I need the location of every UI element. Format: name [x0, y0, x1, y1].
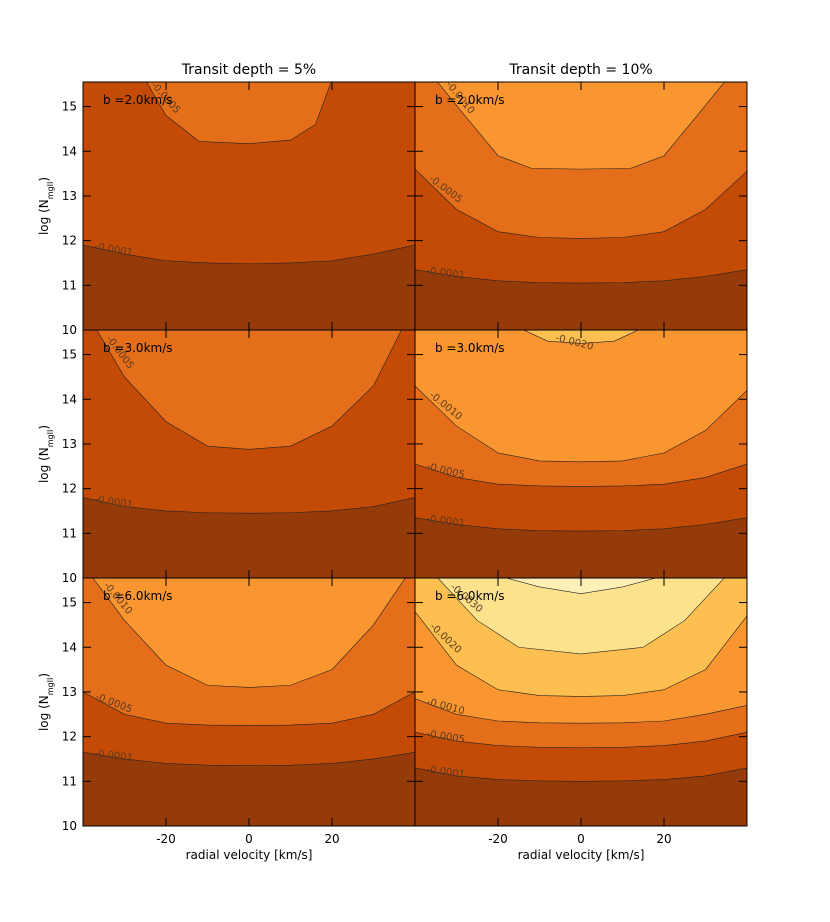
- contour-fill: [96, 330, 402, 450]
- contour-line: [83, 691, 415, 726]
- y-tick-label: 12: [62, 234, 77, 248]
- contour-line: [415, 698, 747, 724]
- y-axis-label-part: mgII: [46, 678, 55, 696]
- panel: [83, 578, 415, 826]
- y-axis-label-part: log (N: [37, 199, 51, 235]
- b-label: b =2.0km/s: [103, 93, 173, 107]
- contour-line: [437, 82, 725, 170]
- y-axis-label-part: log (N: [37, 447, 51, 483]
- contour-line: [505, 578, 657, 594]
- y-tick-label: 14: [62, 144, 77, 158]
- b-label: b =6.0km/s: [103, 589, 173, 603]
- y-tick-label: 13: [62, 437, 77, 451]
- contour-line: [437, 578, 725, 655]
- y-axis-label-part: mgII: [46, 430, 55, 448]
- y-axis-label-part: ): [37, 673, 51, 678]
- y-tick-label: 10: [62, 571, 77, 585]
- y-tick-label: 15: [62, 100, 77, 114]
- contour-fill: [415, 330, 747, 462]
- y-axis-label-part: mgII: [46, 182, 55, 200]
- contour-line: [522, 330, 640, 344]
- x-tick-label: -20: [156, 832, 176, 846]
- contour-label: -0.0001: [94, 748, 134, 764]
- b-label: b =3.0km/s: [435, 341, 505, 355]
- y-tick-label: 11: [62, 526, 77, 540]
- x-axis-label: radial velocity [km/s]: [186, 848, 313, 862]
- x-tick-label: 20: [656, 832, 671, 846]
- y-axis-label: log (NmgII): [37, 425, 55, 483]
- x-tick-label: 0: [577, 832, 585, 846]
- contour-fill: [146, 82, 332, 144]
- contour-line: [83, 244, 415, 265]
- contour-fill: [437, 82, 725, 170]
- contour-line: [415, 731, 747, 749]
- contour-line: [415, 767, 747, 782]
- y-tick-label: 14: [62, 392, 77, 406]
- contour-fill: [437, 578, 725, 654]
- y-axis-label-part: ): [37, 177, 51, 182]
- x-axis-label: radial velocity [km/s]: [518, 848, 645, 862]
- panel: [415, 82, 747, 330]
- b-label: b =2.0km/s: [435, 93, 505, 107]
- contour-fill: [83, 82, 415, 264]
- contour-label: -0.0001: [426, 265, 466, 281]
- panel: [83, 330, 415, 578]
- y-tick-label: 12: [62, 482, 77, 496]
- b-label: b =3.0km/s: [103, 341, 173, 355]
- y-axis-label: log (NmgII): [37, 177, 55, 235]
- y-tick-label: 15: [62, 348, 77, 362]
- y-tick-label: 10: [62, 819, 77, 833]
- panel: [415, 330, 747, 578]
- y-tick-label: 10: [62, 323, 77, 337]
- contour-line: [96, 330, 402, 450]
- contour-line: [415, 269, 747, 284]
- y-tick-label: 12: [62, 730, 77, 744]
- contour-line: [415, 463, 747, 487]
- panel-title: Transit depth = 10%: [508, 62, 652, 78]
- panel: [415, 578, 747, 826]
- contour-line: [146, 82, 332, 144]
- x-tick-label: -20: [488, 832, 508, 846]
- y-tick-label: 11: [62, 774, 77, 788]
- y-axis-label: log (NmgII): [37, 673, 55, 731]
- y-axis-label-part: ): [37, 425, 51, 430]
- contour-label: -0.0001: [426, 513, 466, 529]
- contour-line: [415, 385, 747, 463]
- contour-line: [83, 751, 415, 766]
- b-label: b =6.0km/s: [435, 589, 505, 603]
- contour-label: -0.0001: [426, 764, 466, 780]
- x-tick-label: 20: [324, 832, 339, 846]
- contour-line: [92, 578, 406, 688]
- y-tick-label: 13: [62, 189, 77, 203]
- panel-title: Transit depth = 5%: [181, 62, 316, 78]
- contour-fill: [92, 578, 406, 688]
- y-axis-label-part: log (N: [37, 695, 51, 731]
- contour-line: [415, 168, 747, 239]
- y-tick-label: 11: [62, 278, 77, 292]
- y-tick-label: 14: [62, 640, 77, 654]
- y-tick-label: 15: [62, 596, 77, 610]
- contour-line: [415, 517, 747, 532]
- y-tick-label: 13: [62, 685, 77, 699]
- x-tick-label: 0: [245, 832, 253, 846]
- contour-line: [83, 497, 415, 514]
- contour-line: [415, 611, 747, 697]
- panel: [83, 82, 415, 330]
